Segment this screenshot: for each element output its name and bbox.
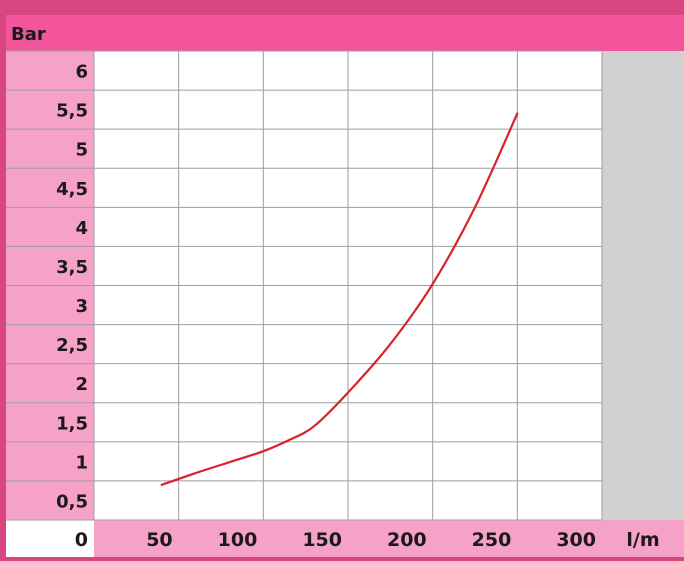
y-tick-label: 4,5 — [56, 179, 88, 200]
y-tick-label: 0,5 — [56, 491, 88, 512]
y-tick-label: 5 — [75, 140, 88, 161]
y-tick-label: 3 — [75, 296, 88, 317]
y-tick-label: 2,5 — [56, 335, 88, 356]
y-tick-label: 1,5 — [56, 413, 88, 434]
x-axis-band — [94, 520, 684, 557]
header-band — [6, 15, 684, 51]
right-panel — [602, 51, 684, 520]
y-tick-label: 6 — [75, 62, 88, 83]
x-tick-label: 200 — [387, 529, 427, 551]
origin-cell — [6, 520, 94, 557]
curve-layer — [160, 112, 519, 486]
y-tick-label: 1 — [75, 452, 88, 473]
y-tick-label: 3,5 — [56, 257, 88, 278]
grid-lines — [6, 50, 603, 521]
x-tick-label: 50 — [146, 529, 172, 551]
y-tick-label: 5,5 — [56, 101, 88, 122]
x-tick-label: 250 — [472, 529, 512, 551]
x-tick-label: 100 — [218, 529, 258, 551]
pressure-curve — [160, 112, 519, 486]
y-tick-label: 4 — [75, 218, 88, 239]
x-tick-label: 300 — [556, 529, 596, 551]
x-axis-title: l/m — [626, 529, 659, 551]
x-tick-label: 150 — [302, 529, 342, 551]
y-axis-title: Bar — [11, 24, 46, 45]
axis-labels: 0,5 1 1,5 2 2,5 3 3,5 4 4,5 5 5,5 6 50 100 150 200 250 30… — [56, 62, 596, 551]
origin-label: 0 — [75, 529, 88, 551]
y-tick-label: 2 — [75, 374, 88, 395]
